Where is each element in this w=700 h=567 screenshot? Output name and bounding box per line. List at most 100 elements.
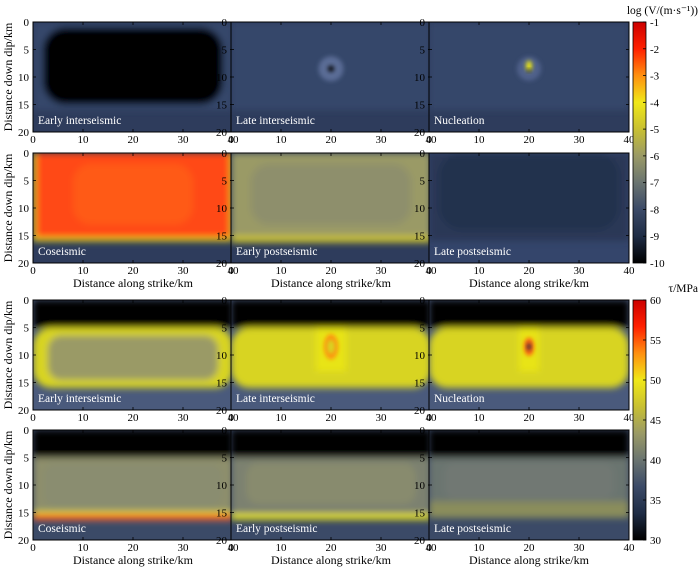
heatmap-spot <box>328 65 334 72</box>
x-tick-label: 20 <box>326 134 338 146</box>
x-tick-label: 10 <box>276 265 288 277</box>
x-tick-label: 10 <box>78 412 90 424</box>
heatmap-region <box>33 514 233 520</box>
y-tick-label: 5 <box>24 323 30 335</box>
y-tick-label: 5 <box>24 45 30 57</box>
colorbar-tick-label: -7 <box>650 178 660 190</box>
x-axis-title: Distance along strike/km <box>469 276 590 290</box>
y-tick-label: 0 <box>222 295 228 307</box>
y-tick-label: 0 <box>420 425 426 437</box>
heatmap-region <box>43 463 223 507</box>
y-tick-label: 0 <box>24 425 30 437</box>
heatmap-spot <box>327 339 335 354</box>
x-tick-label: 10 <box>276 134 288 146</box>
colorbar-tick-label: 40 <box>650 455 662 467</box>
x-tick-label: 30 <box>574 542 586 554</box>
heatmap-region <box>231 300 431 328</box>
heatmap-region <box>231 235 431 243</box>
x-tick-label: 20 <box>326 412 338 424</box>
x-tick-label: 30 <box>376 134 388 146</box>
y-tick-label: 15 <box>18 100 30 112</box>
heatmap-region <box>73 164 193 225</box>
x-axis-title: Distance along strike/km <box>271 553 392 567</box>
x-tick-label: 20 <box>524 412 536 424</box>
colorbar-tick-label: 60 <box>650 295 662 307</box>
y-tick-label: 0 <box>222 425 228 437</box>
x-axis-title: Distance along strike/km <box>73 553 194 567</box>
x-tick-label: 40 <box>228 412 240 424</box>
y-tick-label: 15 <box>216 378 228 390</box>
y-tick-label: 5 <box>222 176 228 188</box>
y-tick-label: 15 <box>18 231 30 243</box>
y-tick-label: 20 <box>414 535 426 547</box>
y-tick-label: 0 <box>24 17 30 29</box>
x-tick-label: 10 <box>78 134 90 146</box>
y-tick-label: 0 <box>24 148 30 160</box>
y-tick-label: 5 <box>420 453 426 465</box>
panel-label: Early postseismic <box>236 523 317 535</box>
y-tick-label: 15 <box>216 508 228 520</box>
heatmap-region <box>251 164 411 225</box>
x-tick-label: 20 <box>128 265 140 277</box>
heatmap-spot <box>526 60 532 72</box>
y-tick-label: 20 <box>216 127 228 139</box>
y-tick-label: 5 <box>420 323 426 335</box>
y-tick-label: 20 <box>414 405 426 417</box>
x-tick-label: 40 <box>228 134 240 146</box>
heatmap-region <box>33 153 36 241</box>
x-tick-label: 10 <box>474 265 486 277</box>
y-tick-label: 15 <box>414 100 426 112</box>
x-tick-label: 40 <box>624 265 636 277</box>
panel-label: Late postseismic <box>434 246 511 258</box>
heatmap-region <box>43 27 223 105</box>
x-tick-label: 20 <box>326 265 338 277</box>
y-tick-label: 0 <box>24 295 30 307</box>
x-tick-label: 40 <box>624 134 636 146</box>
heatmap-region <box>33 300 233 328</box>
x-axis-title: Distance along strike/km <box>73 276 194 290</box>
colorbar-tick-label: -8 <box>650 204 660 216</box>
panel-label: Nucleation <box>434 393 485 405</box>
y-tick-label: 10 <box>18 480 30 492</box>
x-tick-label: 30 <box>178 134 190 146</box>
y-tick-label: 20 <box>18 405 30 417</box>
y-axis-title: Distance down dip/km <box>1 153 15 262</box>
heatmap-region <box>444 463 614 499</box>
x-tick-label: 40 <box>426 412 438 424</box>
y-tick-label: 10 <box>18 72 30 84</box>
x-tick-label: 0 <box>228 134 234 146</box>
panel-label: Early interseismic <box>38 393 121 405</box>
y-tick-label: 15 <box>216 100 228 112</box>
x-tick-label: 30 <box>376 265 388 277</box>
x-tick-label: 30 <box>178 412 190 424</box>
y-tick-label: 10 <box>414 203 426 215</box>
x-tick-label: 0 <box>426 134 432 146</box>
x-tick-label: 40 <box>624 412 636 424</box>
colorbar-title: τ/MPa <box>668 283 698 295</box>
x-tick-label: 20 <box>326 542 338 554</box>
x-tick-label: 0 <box>30 134 36 146</box>
x-tick-label: 0 <box>426 542 432 554</box>
colorbar-tick-label: -1 <box>650 17 659 29</box>
heatmap-region <box>48 335 218 380</box>
colorbar-tick-label: 30 <box>650 535 662 547</box>
colorbar: -1 -2 -3 -4 -5 -6 -7 -8 -9 -10 log (V/(m·s⁻¹)) <box>627 5 698 270</box>
colorbar-tick-label: -6 <box>650 151 660 163</box>
y-tick-label: 10 <box>414 72 426 84</box>
y-tick-label: 20 <box>414 258 426 270</box>
heatmap-region <box>33 511 233 515</box>
x-tick-label: 20 <box>524 134 536 146</box>
x-tick-label: 40 <box>426 134 438 146</box>
x-tick-label: 40 <box>228 265 240 277</box>
x-tick-label: 20 <box>524 265 536 277</box>
y-tick-label: 15 <box>414 508 426 520</box>
x-tick-label: 10 <box>78 265 90 277</box>
heatmap-spot <box>527 68 531 72</box>
y-tick-label: 15 <box>216 231 228 243</box>
colorbar-tick-label: -2 <box>650 44 659 56</box>
x-tick-label: 30 <box>574 412 586 424</box>
